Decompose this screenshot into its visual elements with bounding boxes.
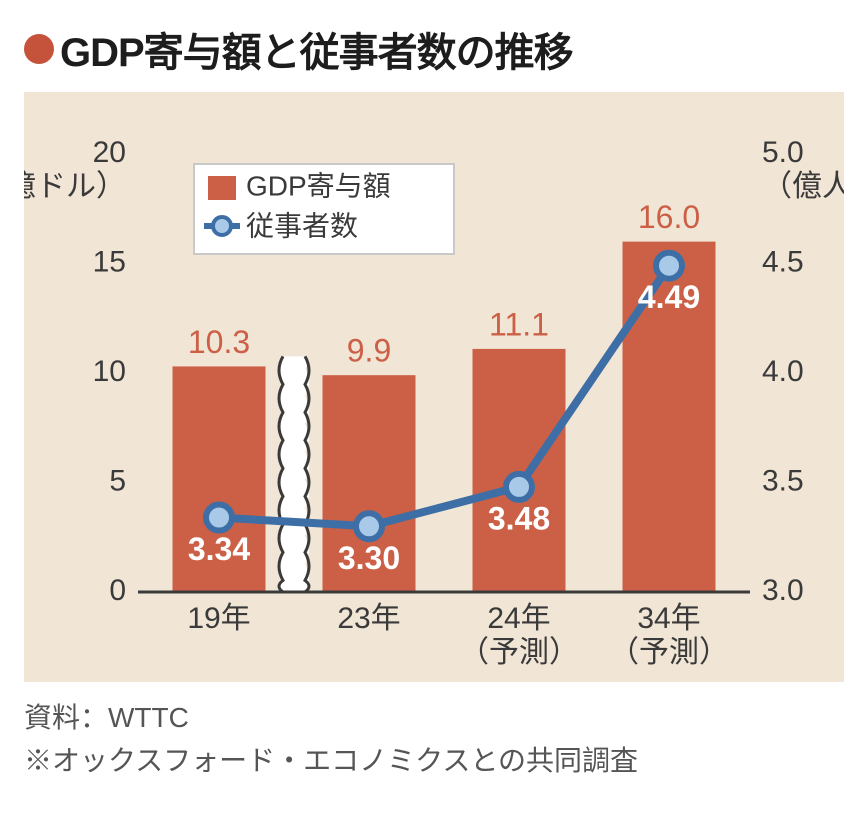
- right-axis-tick: 4.0: [762, 355, 804, 388]
- line-marker: [506, 474, 532, 500]
- legend-swatch-marker: [213, 217, 231, 235]
- chart-container: 0 5 10 15 20（億ドル） 3.0 3.5 4.0 4.5 5.0（億人） 10.3 9.9 1…: [24, 92, 844, 682]
- chart-title: GDP寄与額と従事者数の推移: [60, 20, 573, 78]
- note-line: ※オックスフォード・エコノミクスとの共同調査: [24, 739, 844, 782]
- left-axis-tick: 15: [93, 245, 126, 278]
- left-axis-tick: 20: [93, 136, 126, 169]
- line-marker: [656, 253, 682, 279]
- legend-swatch-bar: [208, 176, 236, 200]
- line-value-label: 3.48: [488, 500, 550, 536]
- category-sublabel: （予測）: [609, 636, 729, 669]
- left-axis-unit: （億ドル）: [24, 170, 126, 203]
- line-value-label: 3.34: [188, 531, 250, 567]
- line-marker: [206, 505, 232, 531]
- category-label: 23年: [337, 602, 400, 635]
- bar-value-label: 11.1: [489, 306, 549, 342]
- right-axis-tick: 3.5: [762, 464, 804, 497]
- right-axis-tick: 4.5: [762, 245, 804, 278]
- chart-title-row: GDP寄与額と従事者数の推移: [24, 20, 844, 78]
- right-axis-tick: 5.0: [762, 136, 804, 169]
- bar-value-label: 16.0: [638, 199, 700, 235]
- bar: [473, 349, 566, 592]
- left-axis-tick: 10: [93, 355, 126, 388]
- bar-value-label: 10.3: [188, 324, 250, 360]
- source-line: 資料：WTTC: [24, 696, 844, 739]
- left-axis-tick: 5: [109, 464, 126, 497]
- category-label: 34年: [637, 602, 700, 635]
- legend-label-line: 従事者数: [246, 210, 358, 241]
- category-label: 24年: [487, 602, 550, 635]
- bar-value-label: 9.9: [347, 333, 391, 369]
- right-axis-unit: （億人）: [762, 170, 844, 203]
- category-sublabel: （予測）: [459, 636, 579, 669]
- chart-footer: 資料：WTTC ※オックスフォード・エコノミクスとの共同調査: [24, 696, 844, 783]
- left-axis-tick: 0: [109, 574, 126, 607]
- legend-label-bar: GDP寄与額: [246, 170, 391, 201]
- line-marker: [356, 513, 382, 539]
- chart-svg: 0 5 10 15 20（億ドル） 3.0 3.5 4.0 4.5 5.0（億人） 10.3 9.9 1…: [24, 92, 844, 682]
- line-value-label: 3.30: [338, 540, 400, 576]
- category-label: 19年: [187, 602, 250, 635]
- axis-break-fill: [279, 356, 309, 592]
- page-root: GDP寄与額と従事者数の推移 0 5 10 15 20（億ドル） 3.0 3.5 4.0 4.5…: [0, 0, 868, 813]
- right-axis-tick: 3.0: [762, 574, 804, 607]
- line-value-label: 4.49: [638, 279, 700, 315]
- title-bullet-icon: [24, 34, 54, 64]
